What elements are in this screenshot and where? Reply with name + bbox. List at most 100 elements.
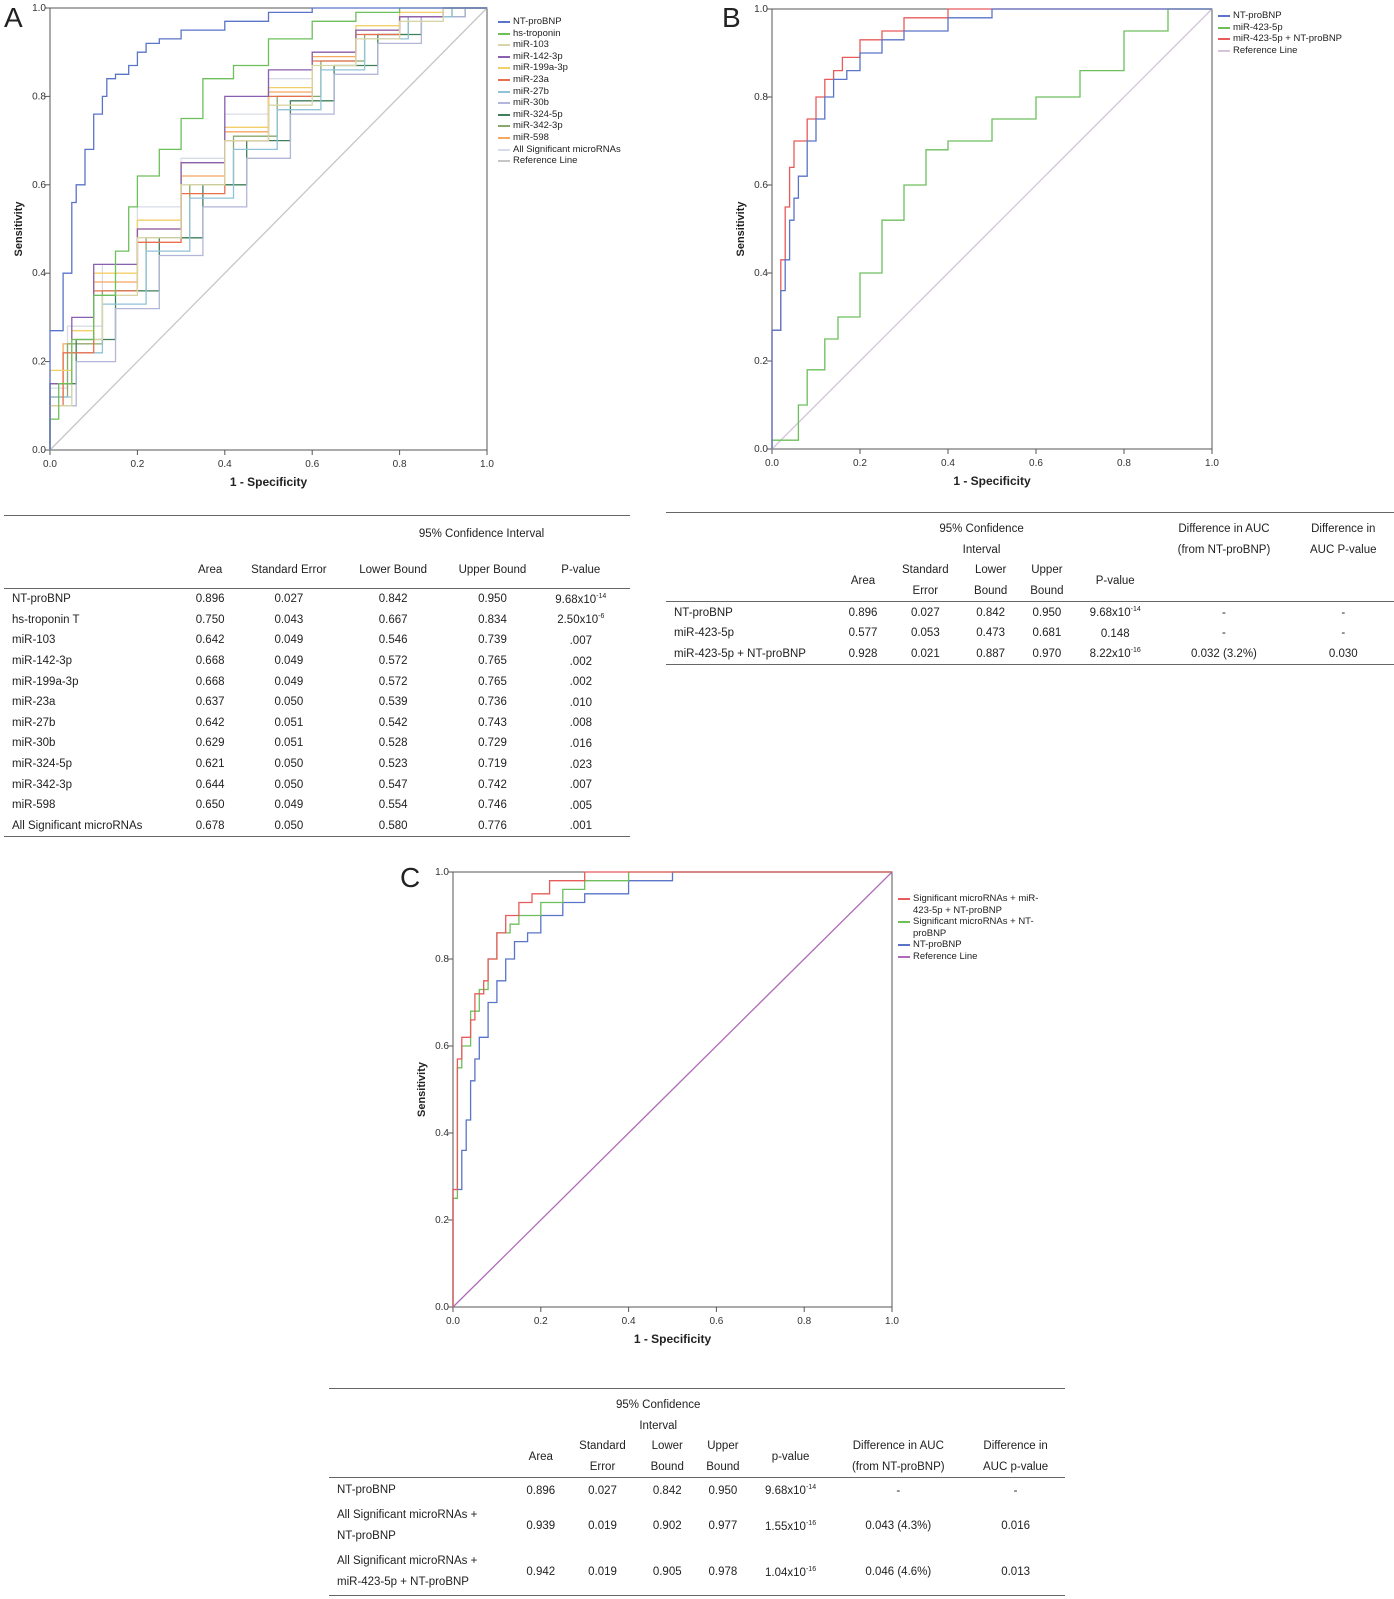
cell-name: miR-342-3p <box>12 778 73 791</box>
cell-upper: 0.681 <box>1032 627 1062 640</box>
x-tick-label: 0.4 <box>622 1316 636 1327</box>
x-tick-label: 1.0 <box>885 1316 899 1327</box>
cell-name: All Significant microRNAs + NT-proBNP <box>329 1503 516 1549</box>
y-axis-label: Sensitivity <box>735 201 747 257</box>
panel-letter-c: C <box>400 862 421 893</box>
table-row: miR-103 0.642 0.049 0.546 0.739 .007 <box>4 630 630 651</box>
diffp-header-line1: Difference in <box>983 1440 1048 1453</box>
cell-se: 0.049 <box>274 675 304 688</box>
legend-item: Significant microRNAs + miR-423-5p + NT-… <box>898 893 1048 916</box>
legend-item: NT-proBNP <box>898 939 1048 951</box>
col-lower-line1: Lower <box>651 1440 683 1453</box>
x-tick-label: 0.8 <box>797 1316 811 1327</box>
x-tick-label: 0.2 <box>130 459 144 470</box>
cell-pvalue: .007 <box>542 774 619 795</box>
x-tick-label: 0.6 <box>305 459 319 470</box>
cell-name: miR-423-5p + NT-proBNP <box>674 647 806 660</box>
cell-se: 0.050 <box>274 819 304 832</box>
cell-name: miR-199a-3p <box>12 675 79 688</box>
y-tick-label: 0.2 <box>754 356 768 367</box>
pvalue-base: 9.68x10 <box>555 593 597 606</box>
col-area: Area <box>528 1450 553 1463</box>
legend-label: miR-342-3p <box>513 120 563 132</box>
legend-item: Reference Line <box>1218 45 1342 57</box>
legend-swatch <box>498 21 510 23</box>
cell-diff-auc: 0.043 (4.3%) <box>865 1520 932 1533</box>
table-row: All Significant microRNAs + miR-423-5p + … <box>329 1549 1065 1596</box>
legend-label: miR-142-3p <box>513 50 563 62</box>
legend-swatch <box>498 90 510 93</box>
x-tick-label: 0.8 <box>1117 458 1131 469</box>
cell-lower: 0.842 <box>378 593 408 606</box>
cell-diff-auc: - <box>896 1484 901 1497</box>
pvalue-base: .001 <box>569 820 592 833</box>
table-row: miR-342-3p 0.644 0.050 0.547 0.742 .007 <box>4 774 630 795</box>
cell-pvalue: 9.68x10-14 <box>542 589 619 610</box>
x-tick-label: 0.4 <box>941 458 955 469</box>
cell-name: miR-423-5p <box>674 627 735 640</box>
cell-lower: 0.546 <box>378 634 408 647</box>
pvalue-exponent: -16 <box>805 1565 817 1573</box>
panel-letter-a: A <box>4 2 23 33</box>
cell-name-line1: All Significant microRNAs + <box>337 1509 478 1522</box>
cell-se: 0.051 <box>274 737 304 750</box>
col-upper-line1: Upper <box>707 1440 739 1453</box>
x-tick-label: 0.0 <box>446 1316 460 1327</box>
cell-pvalue: 0.148 <box>1075 623 1155 644</box>
cell-se: 0.053 <box>910 627 940 640</box>
col-lower-line1: Lower <box>975 564 1007 577</box>
cell-upper: 0.950 <box>1032 606 1062 619</box>
table-a: 95% Confidence Interval Area Standard Er… <box>4 515 630 837</box>
legend-swatch <box>498 113 510 116</box>
ci-group-header: 95% Confidence Interval <box>418 528 545 540</box>
cell-area: 0.896 <box>526 1484 556 1497</box>
table-row: miR-423-5p + NT-proBNP 0.928 0.021 0.887 0.9… <box>666 644 1394 665</box>
cell-lower: 0.572 <box>378 655 408 668</box>
x-axis-label: 1 - Specificity <box>953 474 1031 488</box>
table-row: miR-423-5p 0.577 0.053 0.473 0.681 0.148 - - <box>666 623 1394 644</box>
panel-letter-b: B <box>722 2 741 33</box>
y-tick-label: 1.0 <box>32 3 46 14</box>
cell-lower: 0.539 <box>378 696 408 709</box>
cell-lower: 0.554 <box>378 799 408 812</box>
y-tick-label: 0.6 <box>754 180 768 191</box>
cell-se: 0.050 <box>274 758 304 771</box>
diffp-header-line2: AUC P-value <box>1310 543 1377 556</box>
series-line-mir-423-5p <box>771 8 1212 449</box>
cell-se: 0.027 <box>274 593 304 606</box>
cell-lower: 0.572 <box>378 675 408 688</box>
cell-se: 0.019 <box>588 1566 617 1579</box>
series-line-mir-30b <box>49 7 487 450</box>
cell-area: 0.750 <box>195 613 225 626</box>
cell-pvalue: .016 <box>542 733 619 754</box>
legend-item: miR-423-5p + NT-proBNP <box>1218 33 1342 45</box>
cell-area: 0.629 <box>195 737 225 750</box>
cell-area: 0.896 <box>195 593 225 606</box>
cell-area: 0.939 <box>526 1520 556 1533</box>
plot-frame <box>49 7 488 451</box>
cell-area: 0.896 <box>848 606 878 619</box>
y-tick-label: 0.2 <box>32 357 46 368</box>
legend-swatch <box>498 160 510 163</box>
series-line-reference-line <box>771 8 1213 450</box>
legend-label: miR-324-5p <box>513 108 563 120</box>
table-row: miR-30b 0.629 0.051 0.528 0.729 .016 <box>4 733 630 754</box>
cell-lower: 0.473 <box>976 627 1006 640</box>
cell-lower: 0.842 <box>652 1484 682 1497</box>
diff-header-line2: (from NT-proBNP) <box>851 1461 945 1474</box>
cell-upper: 0.765 <box>478 655 507 668</box>
roc-panel-c: 0.0 0.0 0.2 0.2 0.4 0.4 0.6 0.6 0.8 0.8 1.0 1.0 1 - … <box>416 867 899 1346</box>
y-tick-label: 0.2 <box>435 1215 449 1226</box>
cell-upper: 0.746 <box>478 799 507 812</box>
cell-lower: 0.842 <box>976 606 1006 619</box>
cell-pvalue: .001 <box>542 816 619 837</box>
cell-se: 0.050 <box>274 696 304 709</box>
cell-diff-pvalue: 0.030 <box>1328 647 1358 660</box>
col-se-line2: Error <box>912 585 939 598</box>
cell-name: NT-proBNP <box>329 1478 516 1504</box>
cell-se: 0.050 <box>274 778 304 791</box>
cell-lower: 0.528 <box>378 737 408 750</box>
legend-item: Significant microRNAs + NT-proBNP <box>898 916 1048 939</box>
cell-area: 0.668 <box>195 655 225 668</box>
col-upper: Upper Bound <box>458 564 527 576</box>
